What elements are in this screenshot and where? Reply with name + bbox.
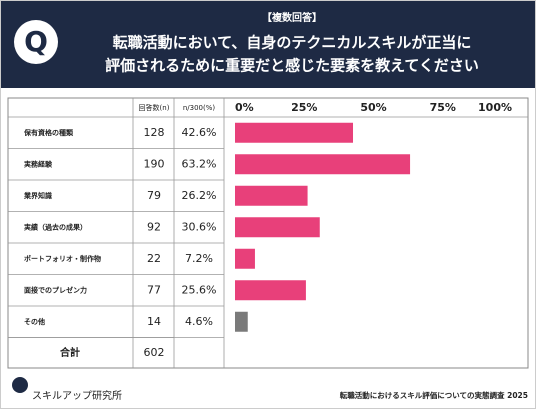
category-label: ポートフォリオ・制作物	[24, 254, 101, 263]
bar	[235, 185, 308, 206]
category-label: 保有資格の種類	[23, 128, 74, 137]
bar	[235, 311, 248, 332]
value-label: 63.2%	[182, 157, 217, 170]
count-cell: 22	[147, 252, 161, 265]
count-cell: 79	[147, 189, 161, 202]
total-value: 602	[144, 346, 165, 359]
category-label: 面接でのプレゼン力	[24, 285, 87, 294]
header-band	[1, 1, 535, 88]
x-tick-label: 25%	[291, 101, 317, 114]
category-label: 実績（過去の成果）	[24, 222, 87, 231]
bar	[235, 248, 255, 269]
value-label: 42.6%	[182, 126, 217, 139]
tag: 【複数回答】	[262, 11, 322, 24]
bar	[235, 154, 411, 175]
category-label: その他	[24, 317, 45, 326]
x-tick-label: 75%	[430, 101, 456, 114]
x-tick-label: 50%	[360, 101, 386, 114]
category-label: 実務経験	[24, 159, 53, 168]
table-border	[7, 97, 529, 369]
count-cell: 14	[147, 315, 161, 328]
x-tick-label: 100%	[478, 101, 512, 114]
total-label: 合計	[59, 346, 80, 359]
q-bubble	[14, 20, 58, 64]
count-cell: 190	[144, 157, 165, 170]
count-cell: 128	[144, 126, 165, 139]
brand: スキルアップ研究所	[32, 389, 122, 402]
title-line: 評価されるために重要だと感じた要素を教えてください	[105, 57, 479, 75]
value-label: 7.2%	[185, 252, 213, 265]
value-label: 26.2%	[182, 189, 217, 202]
bar	[235, 122, 354, 143]
x-tick-label: 0%	[235, 101, 254, 114]
source: 転職活動におけるスキル評価についての実態調査 2025	[340, 390, 528, 400]
value-label: 25.6%	[182, 283, 217, 296]
bar	[235, 280, 306, 301]
brand-icon	[12, 377, 28, 393]
count-cell: 77	[147, 283, 161, 296]
value-label: 30.6%	[182, 220, 217, 233]
bar	[235, 217, 320, 238]
category-label: 業界知識	[23, 191, 52, 200]
title-line: 転職活動において、自身のテクニカルスキルが正当に	[113, 34, 472, 52]
count-header: 回答数(n)	[139, 103, 170, 112]
count-cell: 92	[147, 220, 161, 233]
value-label: 4.6%	[185, 315, 213, 328]
percent-header: n/300(%)	[183, 104, 216, 112]
q-icon: Q	[24, 25, 48, 58]
